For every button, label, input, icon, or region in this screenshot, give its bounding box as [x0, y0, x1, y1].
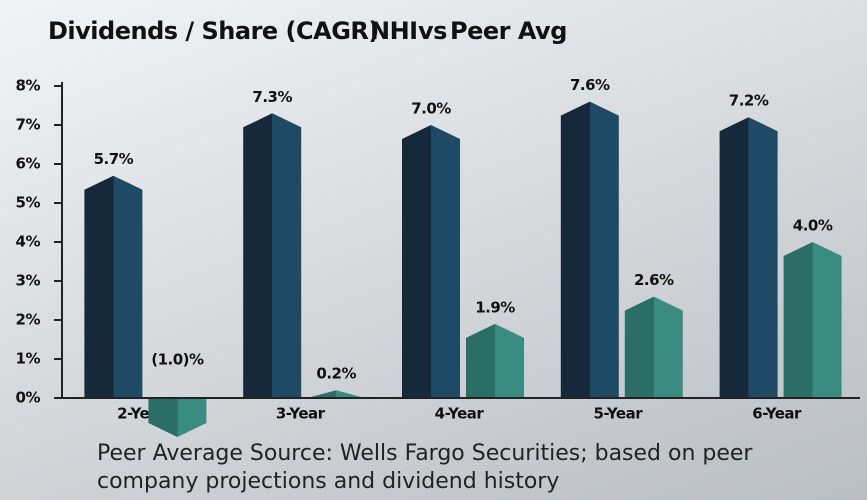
bar	[402, 125, 460, 398]
data-label: 7.6%	[570, 76, 610, 94]
legend-separator: vs	[418, 17, 447, 45]
bar	[719, 117, 778, 398]
data-label: 2.6%	[634, 271, 674, 289]
y-tick-label: 2%	[16, 311, 41, 329]
legend-entry: NHI	[370, 17, 418, 45]
bar	[243, 113, 302, 399]
y-tick-label: 6%	[16, 155, 41, 173]
bar	[466, 323, 524, 398]
bar	[783, 242, 842, 398]
y-tick-label: 1%	[16, 350, 41, 368]
bar	[148, 398, 207, 437]
chart-title: Dividends / Share (CAGR)	[48, 17, 379, 45]
y-tick-label: 4%	[16, 233, 41, 251]
bar	[84, 175, 143, 398]
chart: Dividends / Share (CAGR) NHI vs Peer Avg…	[16, 17, 860, 437]
data-label: 7.3%	[252, 88, 292, 106]
x-tick-label: 6-Year	[752, 405, 802, 423]
data-label: 5.7%	[94, 150, 134, 168]
legend-entry: Peer Avg	[450, 17, 567, 45]
y-tick-label: 8%	[16, 77, 41, 95]
y-tick-label: 5%	[16, 194, 41, 212]
y-tick-label: 0%	[16, 389, 41, 407]
data-label: 1.9%	[475, 298, 515, 316]
data-label: 7.0%	[411, 100, 451, 118]
bar	[624, 296, 683, 398]
bar	[560, 101, 619, 398]
data-label: (1.0)%	[151, 351, 204, 369]
footnote: Peer Average Source: Wells Fargo Securit…	[97, 441, 753, 494]
x-tick-label: 4-Year	[435, 405, 485, 423]
data-label: 0.2%	[316, 365, 356, 383]
x-tick-label: 5-Year	[593, 405, 643, 423]
data-label: 7.2%	[729, 92, 769, 110]
y-tick-label: 3%	[16, 272, 41, 290]
x-tick-label: 3-Year	[276, 405, 326, 423]
data-label: 4.0%	[793, 217, 833, 235]
y-tick-label: 7%	[16, 116, 41, 134]
bar	[307, 390, 366, 398]
